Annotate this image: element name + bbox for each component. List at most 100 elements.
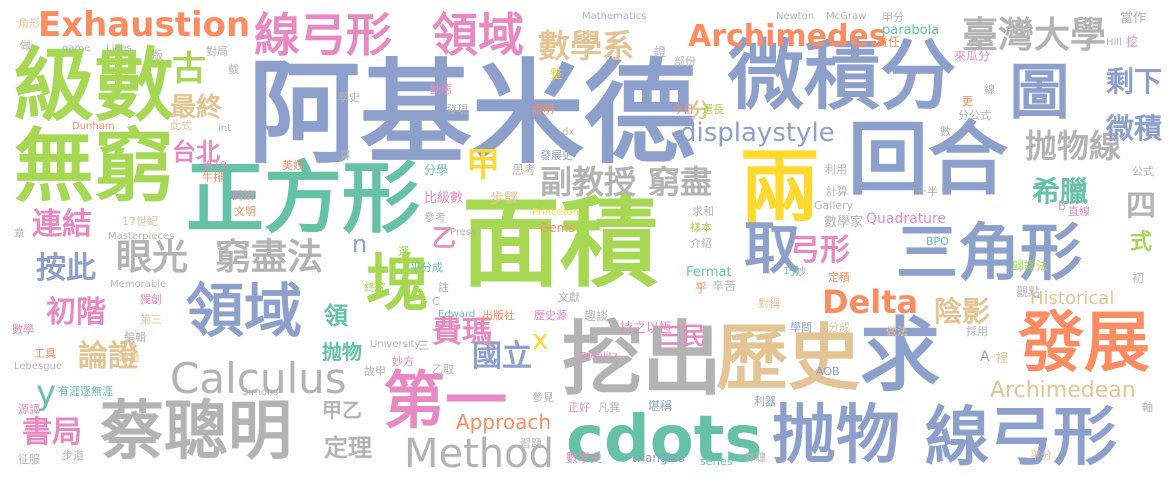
word-knowledge: 學問: [790, 321, 812, 334]
word-responsibility: 責任: [876, 35, 901, 49]
word-parabola-zh: 抛物: [772, 399, 900, 473]
word-think: 思考: [512, 163, 537, 177]
word-dx: dx: [562, 127, 575, 138]
word-exercises: 習題: [520, 437, 542, 450]
word-reductio: 歸謬法: [1012, 259, 1049, 273]
word-first: 第一: [383, 364, 508, 437]
word-calculus-zh: 微積分: [728, 31, 956, 120]
word-original: 獨創: [140, 293, 162, 306]
word-connect: 連結: [32, 207, 92, 242]
word-select: 選: [398, 245, 409, 258]
word-bisect: 平分: [1030, 449, 1052, 462]
word-tools: 工具: [34, 347, 56, 360]
word-jia: 甲: [466, 145, 500, 185]
word-aob: AOB: [816, 365, 840, 378]
word-use: 利用: [825, 163, 847, 176]
word-symmetry: 對稱: [758, 297, 780, 310]
word-straight-line: 直線: [1068, 205, 1090, 218]
word-proof: 證明: [532, 103, 554, 116]
word-square: 正方形: [186, 154, 421, 244]
word-today: 今日: [672, 103, 694, 116]
word-yi-take: 乙取: [432, 363, 454, 376]
word-calculus: Calculus: [170, 354, 347, 403]
word-17th-century: 17世紀: [122, 215, 158, 228]
word-inside: 裡: [996, 351, 1009, 365]
word-literature: 文獻: [558, 291, 580, 304]
word-halve: 平分成: [410, 261, 443, 274]
word-history-source: 歷史源: [534, 309, 567, 322]
word-bookstore: 書局: [22, 415, 82, 450]
word-press: Press: [450, 227, 477, 238]
word-introduce: 介紹: [690, 237, 712, 250]
word-parabola: parabola: [882, 23, 940, 38]
word-development: 發展: [1018, 304, 1150, 381]
word-mathematician: 數學家: [824, 215, 864, 230]
word-memorable: Memorable: [110, 279, 167, 290]
word-extraordinary: 凡異: [598, 401, 620, 414]
word-chapter: 章: [14, 227, 25, 240]
word-dig: 挖: [1126, 35, 1139, 49]
word-total: 總量: [118, 351, 140, 364]
word-clever: 巧妙: [784, 265, 806, 278]
word-history: 歷史: [716, 316, 861, 400]
word-region-top: 領域: [432, 8, 524, 62]
word-archimedes: Archimedes: [688, 19, 887, 54]
word-vision: 眼光: [116, 237, 189, 278]
word-dynamic: 動態: [430, 83, 452, 96]
word-segment-large: 線弓形: [925, 401, 1117, 475]
word-mathematics-zh: 數學: [12, 323, 34, 336]
word-whole: 整: [550, 67, 563, 81]
word-series-zh: 級數: [14, 39, 174, 132]
word-number: 數: [940, 125, 951, 138]
word-argument: 論證: [78, 339, 138, 374]
word-archimedean: Archimedean: [990, 378, 1136, 403]
word-summation: 求和: [692, 205, 714, 218]
word-triangle: 三角形: [896, 216, 1083, 289]
word-divide-into: 分成: [828, 321, 850, 334]
word-beginning: 初: [1132, 271, 1145, 285]
word-sanmin: 三民: [658, 322, 706, 350]
word-more: 更: [962, 95, 973, 108]
word-toeplitz: Toeplitz: [580, 351, 618, 362]
word-assoc-prof: 副教授: [540, 163, 637, 201]
word-game: game: [62, 43, 91, 54]
word-method: Method: [404, 431, 555, 477]
word-yi: 乙: [432, 224, 456, 252]
word-def-integral: 定積: [828, 271, 850, 284]
word-fermat-zh: 費瑪: [432, 315, 492, 350]
word-hard-work: 辛苦: [712, 279, 737, 293]
word-int: int: [218, 123, 232, 134]
word-gems: Gems: [540, 221, 575, 235]
word-exactly: 正好: [568, 401, 590, 414]
word-editor: 編輯: [124, 331, 146, 344]
word-dig-out: 挖出: [562, 313, 722, 406]
word-magic-method: 妙方: [392, 355, 414, 368]
word-angle-shape: 角形: [18, 17, 40, 30]
word-edition: 版: [152, 49, 163, 62]
word-archimedes-zh: 阿基米德: [248, 49, 696, 179]
word-final: 最終: [170, 93, 223, 123]
word-worthy: 堪稱: [648, 399, 673, 413]
word-math-history: 數學史: [566, 451, 603, 465]
word-exhaustion-method: 窮盡法: [215, 237, 324, 278]
word-approach-zh: 做法: [886, 325, 908, 338]
word-ancient: 古: [172, 49, 206, 89]
word-arc-shape: 弓形: [790, 233, 850, 268]
word-hill: Hill: [1106, 37, 1122, 48]
word-fermat: Fermat: [686, 265, 732, 280]
word-x: x: [532, 323, 549, 356]
word-line: 線: [984, 83, 995, 96]
word-adopt: 採用: [966, 325, 988, 338]
word-masterpieces: Masterpieces: [108, 231, 175, 242]
word-lebesgue: Lebesgue: [14, 361, 63, 372]
word-here: 按此: [36, 251, 96, 286]
word-rounds: 回合: [848, 113, 1008, 206]
word-n: n: [352, 230, 368, 258]
word-jia-fen: 甲分: [882, 11, 904, 24]
word-simons: Simons: [242, 387, 279, 398]
word-divide-up: 來瓜分: [954, 49, 991, 63]
word-finite-infinite: 有涯逐無涯: [58, 385, 113, 398]
word-segment-top: 線弓形: [254, 8, 392, 62]
word-a: A: [980, 349, 990, 365]
